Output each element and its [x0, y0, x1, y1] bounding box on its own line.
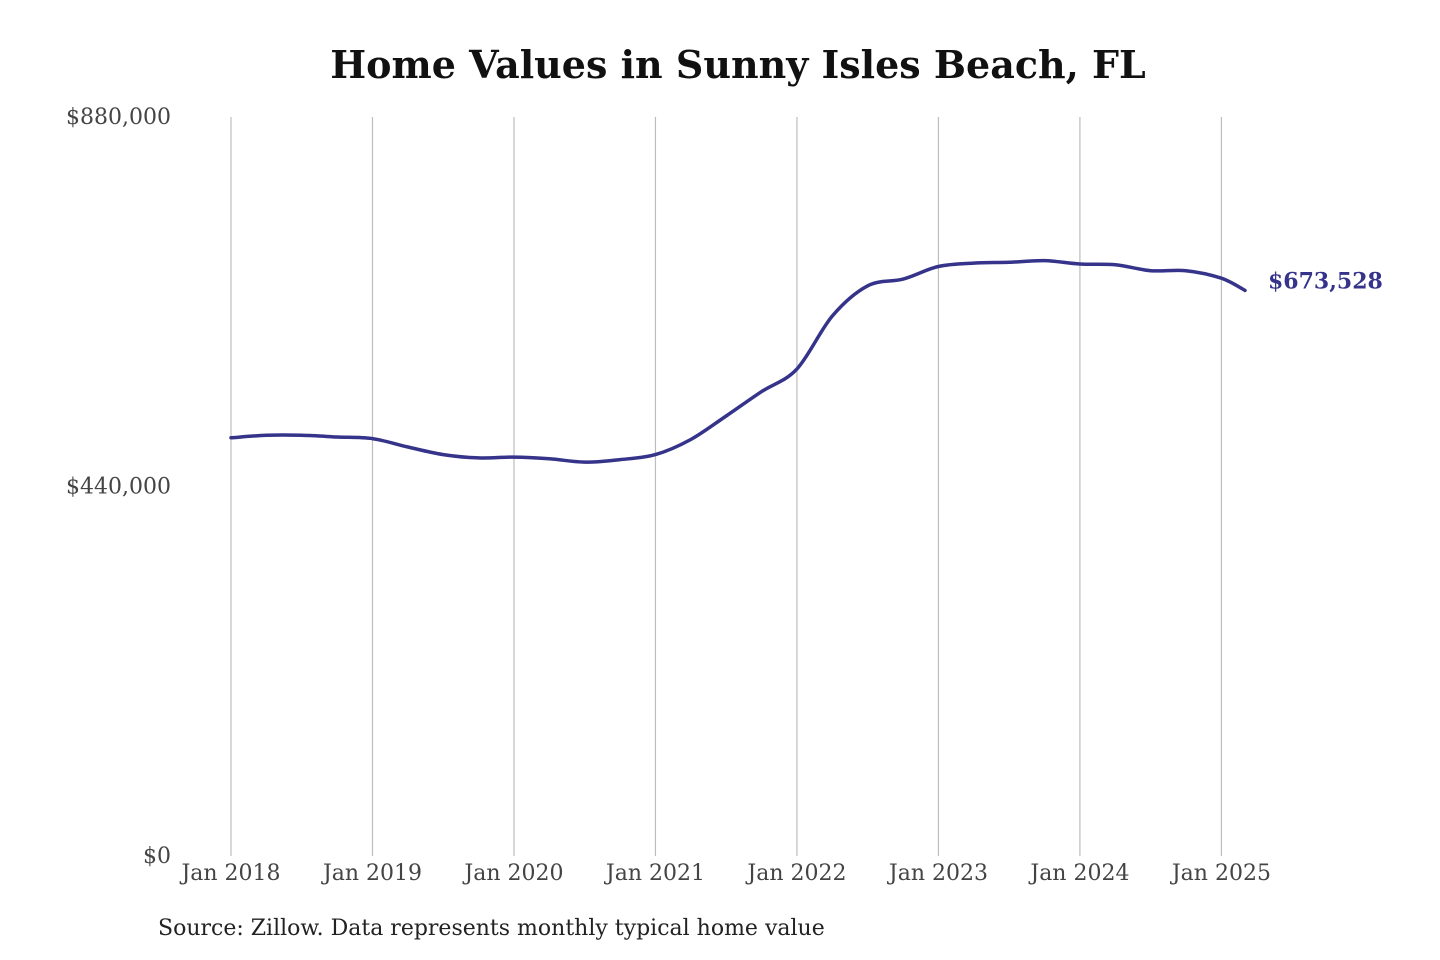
- data-point: [1219, 276, 1223, 280]
- data-point: [866, 284, 870, 288]
- data-point: [1243, 288, 1247, 292]
- data-point: [901, 277, 905, 281]
- data-point: [1184, 269, 1188, 273]
- chart-title: Home Values in Sunny Isles Beach, FL: [330, 42, 1146, 87]
- data-point: [1007, 260, 1011, 264]
- data-point: [477, 456, 481, 460]
- data-point: [1043, 259, 1047, 263]
- y-tick-label: $440,000: [66, 475, 171, 500]
- data-point: [441, 453, 445, 457]
- data-point: [547, 457, 551, 461]
- x-tick-label: Jan 2023: [887, 861, 988, 886]
- data-point: [512, 455, 516, 459]
- data-point: [618, 458, 622, 462]
- x-tick-label: Jan 2020: [462, 861, 563, 886]
- x-tick-label: Jan 2018: [179, 861, 280, 886]
- data-point: [300, 433, 304, 437]
- data-points: [229, 259, 1247, 465]
- source-note: Source: Zillow. Data represents monthly …: [158, 916, 825, 941]
- data-point: [795, 367, 799, 371]
- latest-value-label: $673,528: [1268, 268, 1383, 294]
- data-point: [654, 453, 658, 457]
- home-value-line: [229, 258, 1247, 464]
- data-point: [371, 437, 375, 441]
- data-point: [972, 261, 976, 265]
- y-tick-label: $0: [143, 844, 171, 869]
- x-tick-label: Jan 2022: [745, 861, 846, 886]
- x-tick-label: Jan 2025: [1170, 861, 1271, 886]
- data-point: [583, 460, 587, 464]
- x-tick-label: Jan 2021: [604, 861, 705, 886]
- gridlines: [230, 117, 1223, 856]
- data-point: [830, 314, 834, 318]
- y-axis-tick-labels: $0 $440,000 $880,000: [66, 105, 171, 869]
- data-point: [406, 445, 410, 449]
- data-point: [724, 414, 728, 418]
- data-point: [229, 436, 233, 440]
- data-point: [264, 433, 268, 437]
- x-axis-tick-labels: Jan 2018 Jan 2019 Jan 2020 Jan 2021 Jan 2022…: [179, 861, 1271, 886]
- data-point: [760, 390, 764, 394]
- x-tick-label: Jan 2019: [321, 861, 422, 886]
- x-tick-label: Jan 2024: [1028, 861, 1129, 886]
- data-point: [1149, 269, 1153, 273]
- data-point: [936, 265, 940, 269]
- data-point: [335, 435, 339, 439]
- data-point: [689, 438, 693, 442]
- data-point: [1113, 263, 1117, 267]
- data-point: [1078, 262, 1082, 266]
- y-tick-label: $880,000: [66, 105, 171, 130]
